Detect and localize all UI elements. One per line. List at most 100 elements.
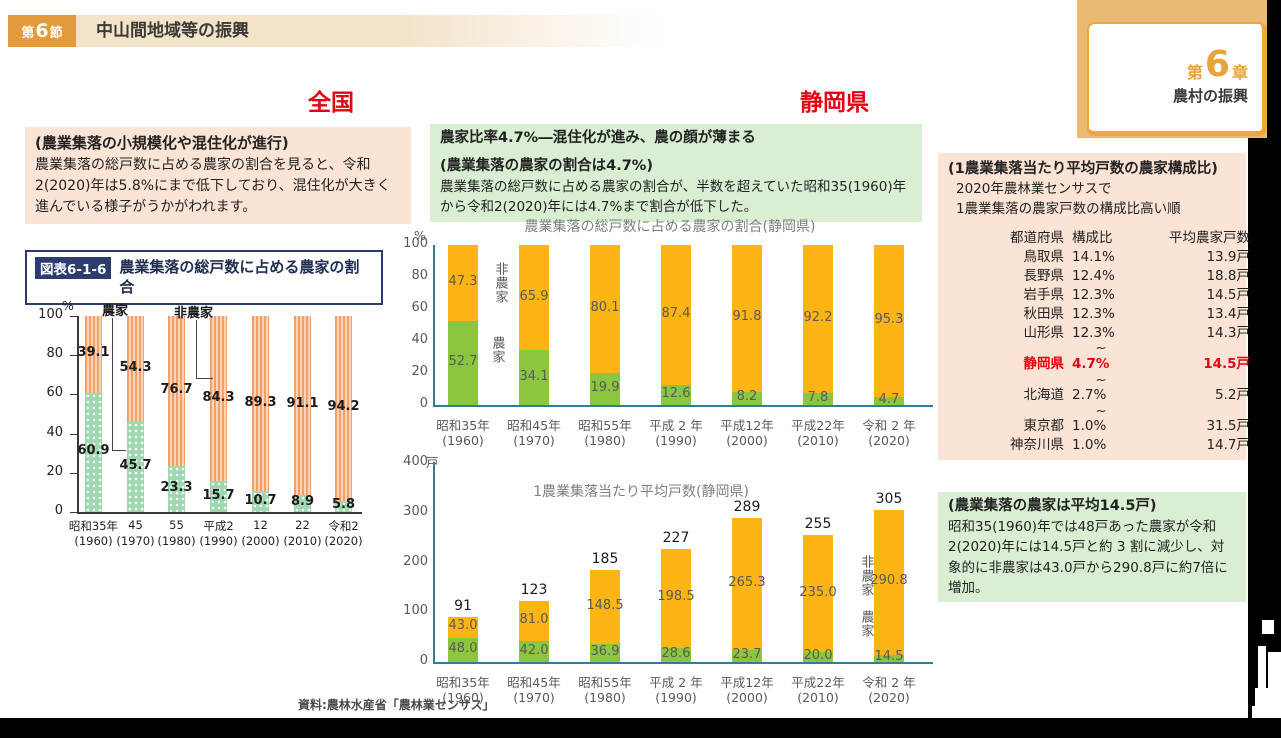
series-label-farm: 農家 xyxy=(489,336,505,364)
y-tick-mark xyxy=(70,355,77,357)
ranking-prefecture: 静岡県 xyxy=(1023,355,1065,372)
x-category-year-label: (1980) xyxy=(157,534,196,548)
ranking-ratio: 12.3% xyxy=(1072,286,1115,303)
households-summary-title: (農業集落の農家は平均14.5戸) xyxy=(948,498,1157,514)
bar-value-nonfarm: 148.5 xyxy=(586,597,624,613)
national-summary-body: 農業集落の総戸数に占める農家の割合を見ると、令和2(2020)年は5.8%にまで… xyxy=(35,156,391,215)
bar-segment-nonfarm xyxy=(874,245,904,398)
shizuoka-summary-title: (農業集落の農家の割合は4.7%) xyxy=(440,158,653,174)
y-tick-label: 0 xyxy=(54,503,63,518)
households-summary-box: (農業集落の農家は平均14.5戸) 昭和35(1960)年では48戸あった農家が… xyxy=(938,492,1246,603)
shizuoka-headline-box: 農家比率4.7%―混住化が進み、農の顔が薄まる xyxy=(430,124,922,154)
section-badge-number: 6 xyxy=(35,20,49,42)
bar-segment-farm xyxy=(519,350,549,405)
screen-artifact xyxy=(1190,709,1245,717)
x-category-label: 平成22年 xyxy=(791,675,845,690)
ranking-title: (1農業集落当たり平均戸数の農家構成比) xyxy=(948,161,1218,177)
bar-segment-nonfarm xyxy=(732,245,762,392)
ranking-avg: 18.8戸 xyxy=(1206,267,1250,284)
screen-artifact xyxy=(1262,620,1274,634)
ranking-empty-cell xyxy=(1134,342,1254,354)
bar-value-farm: 42.0 xyxy=(519,642,549,658)
bar-value-nonfarm: 81.0 xyxy=(519,611,549,627)
ranking-table-body: 鳥取県 14.1% 13.9戸 長野県 12.4% 18.8戸 岩手県 12.3% 14.5戸秋… xyxy=(976,248,1254,454)
bar-segment-farm xyxy=(210,481,227,512)
screen-artifact xyxy=(1255,688,1281,708)
bar-segment-nonfarm xyxy=(590,245,620,374)
bar-value-nonfarm: 43.0 xyxy=(448,618,478,634)
bar-value-nonfarm: 235.0 xyxy=(799,584,837,600)
ranking-header-row: 都道府県 構成比 平均農家戸数 xyxy=(976,229,1254,248)
bar-segment-nonfarm xyxy=(803,245,833,393)
ranking-ratio: 1.0% xyxy=(1072,417,1107,434)
x-category-year-label: (1970) xyxy=(116,534,155,548)
bar-total-label: 305 xyxy=(875,491,903,508)
ranking-avg: 14.5戸 xyxy=(1206,286,1250,303)
national-summary-title: (農業集落の小規模化や混住化が進行) xyxy=(35,134,289,152)
ranking-empty-cell xyxy=(1134,374,1254,386)
screen-artifact xyxy=(1152,710,1182,717)
ranking-empty-cell xyxy=(976,405,1068,417)
legend-label-nonfarm: 非農家 xyxy=(174,306,214,321)
ranking-avg: 13.4戸 xyxy=(1206,305,1250,322)
bar-value-nonfarm: 47.3 xyxy=(448,273,478,289)
bar-segment-farm xyxy=(803,392,833,405)
y-tick-label: 40 xyxy=(46,424,63,440)
section-badge-prefix: 第 xyxy=(21,25,35,41)
series-label-nonfarm: 非農家 xyxy=(492,262,508,304)
x-category-label: 平成12年 xyxy=(720,418,774,433)
ranking-separator: ~ xyxy=(1095,402,1107,419)
bar-value-nonfarm: 54.3 xyxy=(119,360,152,376)
bar-segment-nonfarm xyxy=(874,510,904,655)
ranking-separator: ~ xyxy=(1095,340,1107,357)
screen-artifact xyxy=(1252,706,1281,718)
bar-segment-farm xyxy=(661,384,691,405)
bar-value-farm: 28.6 xyxy=(661,645,691,661)
bar-value-nonfarm: 265.3 xyxy=(728,575,766,591)
bar-value-nonfarm: 290.8 xyxy=(870,573,908,589)
x-category-year-label: (2000) xyxy=(241,534,280,548)
bar-segment-nonfarm xyxy=(252,316,269,492)
bar-value-farm: 8.9 xyxy=(290,494,315,510)
ranking-prefecture: 東京都 xyxy=(1023,417,1065,434)
chart-title: 農業集落の総戸数に占める農家の割合(静岡県) xyxy=(524,219,816,235)
figure-id-chip: 図表6-1-6 xyxy=(35,257,112,279)
ranking-row: 北海道 2.7% 5.2戸 xyxy=(976,386,1254,405)
bar-value-nonfarm: 84.3 xyxy=(202,389,235,405)
bar-value-farm: 23.7 xyxy=(732,647,762,663)
ranking-row: 岩手県 12.3% 14.5戸 xyxy=(976,286,1254,305)
bar-value-nonfarm: 89.3 xyxy=(244,394,277,410)
x-category-label: 昭和35年 xyxy=(68,519,119,533)
y-axis-line xyxy=(433,245,435,405)
bar-value-nonfarm: 80.1 xyxy=(590,300,620,316)
ranking-col-prefecture: 都道府県 xyxy=(1010,230,1064,247)
legend-label-farm: 農家 xyxy=(102,304,129,319)
legend-connector xyxy=(196,320,213,379)
ranking-separator-row: ~ xyxy=(976,340,1254,357)
bar-total-label: 185 xyxy=(591,550,619,567)
bar-value-farm: 7.8 xyxy=(807,389,829,405)
region-label-shizuoka: 静岡県 xyxy=(800,90,869,116)
shizuoka-summary-box: (農業集落の農家の割合は4.7%) 農業集落の総戸数に占める農家の割合が、半数を… xyxy=(430,152,922,222)
bar-segment-nonfarm xyxy=(85,316,102,393)
ranking-row: 静岡県 4.7% 14.5戸 xyxy=(976,355,1254,374)
section-title: 中山間地域等の振興 xyxy=(96,21,249,41)
y-axis-unit-label: % xyxy=(62,298,74,313)
x-category-year-label: (2020) xyxy=(868,690,910,705)
x-category-label: 昭和35年 xyxy=(436,418,490,433)
x-category-year-label: (2020) xyxy=(324,534,363,548)
shizuoka-summary-body: 農業集落の総戸数に占める農家の割合が、半数を超えていた昭和35(1960)年から… xyxy=(440,179,907,216)
ranking-row: 長野県 12.4% 18.8戸 xyxy=(976,267,1254,286)
bar-segment-nonfarm xyxy=(294,316,311,495)
bar-total-label: 123 xyxy=(520,581,548,598)
bar-segment-farm xyxy=(252,491,269,512)
ranking-ratio: 14.1% xyxy=(1072,249,1115,266)
y-tick-label: 20 xyxy=(411,364,428,379)
bar-segment-nonfarm xyxy=(732,518,762,651)
x-category-label: 22 xyxy=(295,518,310,532)
figure-title: 農業集落の総戸数に占める農家の割合 xyxy=(119,258,360,297)
bar-segment-nonfarm xyxy=(519,245,549,351)
x-category-year-label: (1960) xyxy=(442,433,484,448)
x-category-label: 平成 2 年 xyxy=(649,418,703,433)
